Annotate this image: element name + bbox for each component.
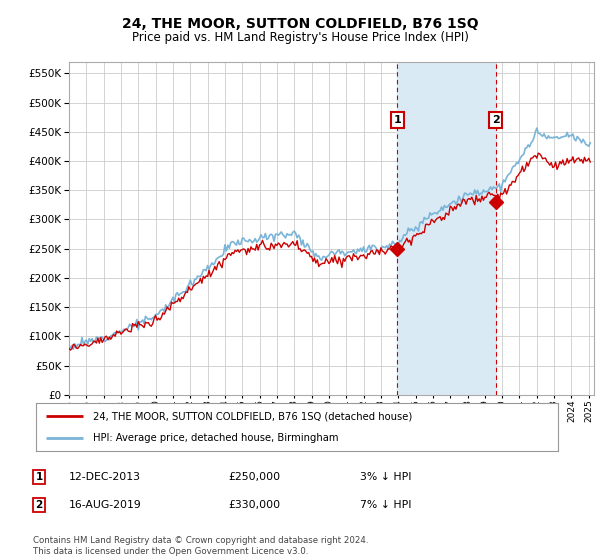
Text: 16-AUG-2019: 16-AUG-2019 [69,500,142,510]
Text: 2: 2 [492,115,499,125]
Bar [397,62,496,395]
Text: £330,000: £330,000 [228,500,280,510]
Text: 2: 2 [35,500,43,510]
Text: Price paid vs. HM Land Registry's House Price Index (HPI): Price paid vs. HM Land Registry's House … [131,31,469,44]
Text: HPI: Average price, detached house, Birmingham: HPI: Average price, detached house, Birm… [94,433,339,443]
Text: 12-DEC-2013: 12-DEC-2013 [69,472,141,482]
Text: 7% ↓ HPI: 7% ↓ HPI [360,500,412,510]
Text: Contains HM Land Registry data © Crown copyright and database right 2024.
This d: Contains HM Land Registry data © Crown c… [33,536,368,556]
Text: 24, THE MOOR, SUTTON COLDFIELD, B76 1SQ: 24, THE MOOR, SUTTON COLDFIELD, B76 1SQ [122,17,478,31]
Text: 1: 1 [35,472,43,482]
Text: 24, THE MOOR, SUTTON COLDFIELD, B76 1SQ (detached house): 24, THE MOOR, SUTTON COLDFIELD, B76 1SQ … [94,411,413,421]
Text: £250,000: £250,000 [228,472,280,482]
Text: 1: 1 [394,115,401,125]
Text: 3% ↓ HPI: 3% ↓ HPI [360,472,412,482]
